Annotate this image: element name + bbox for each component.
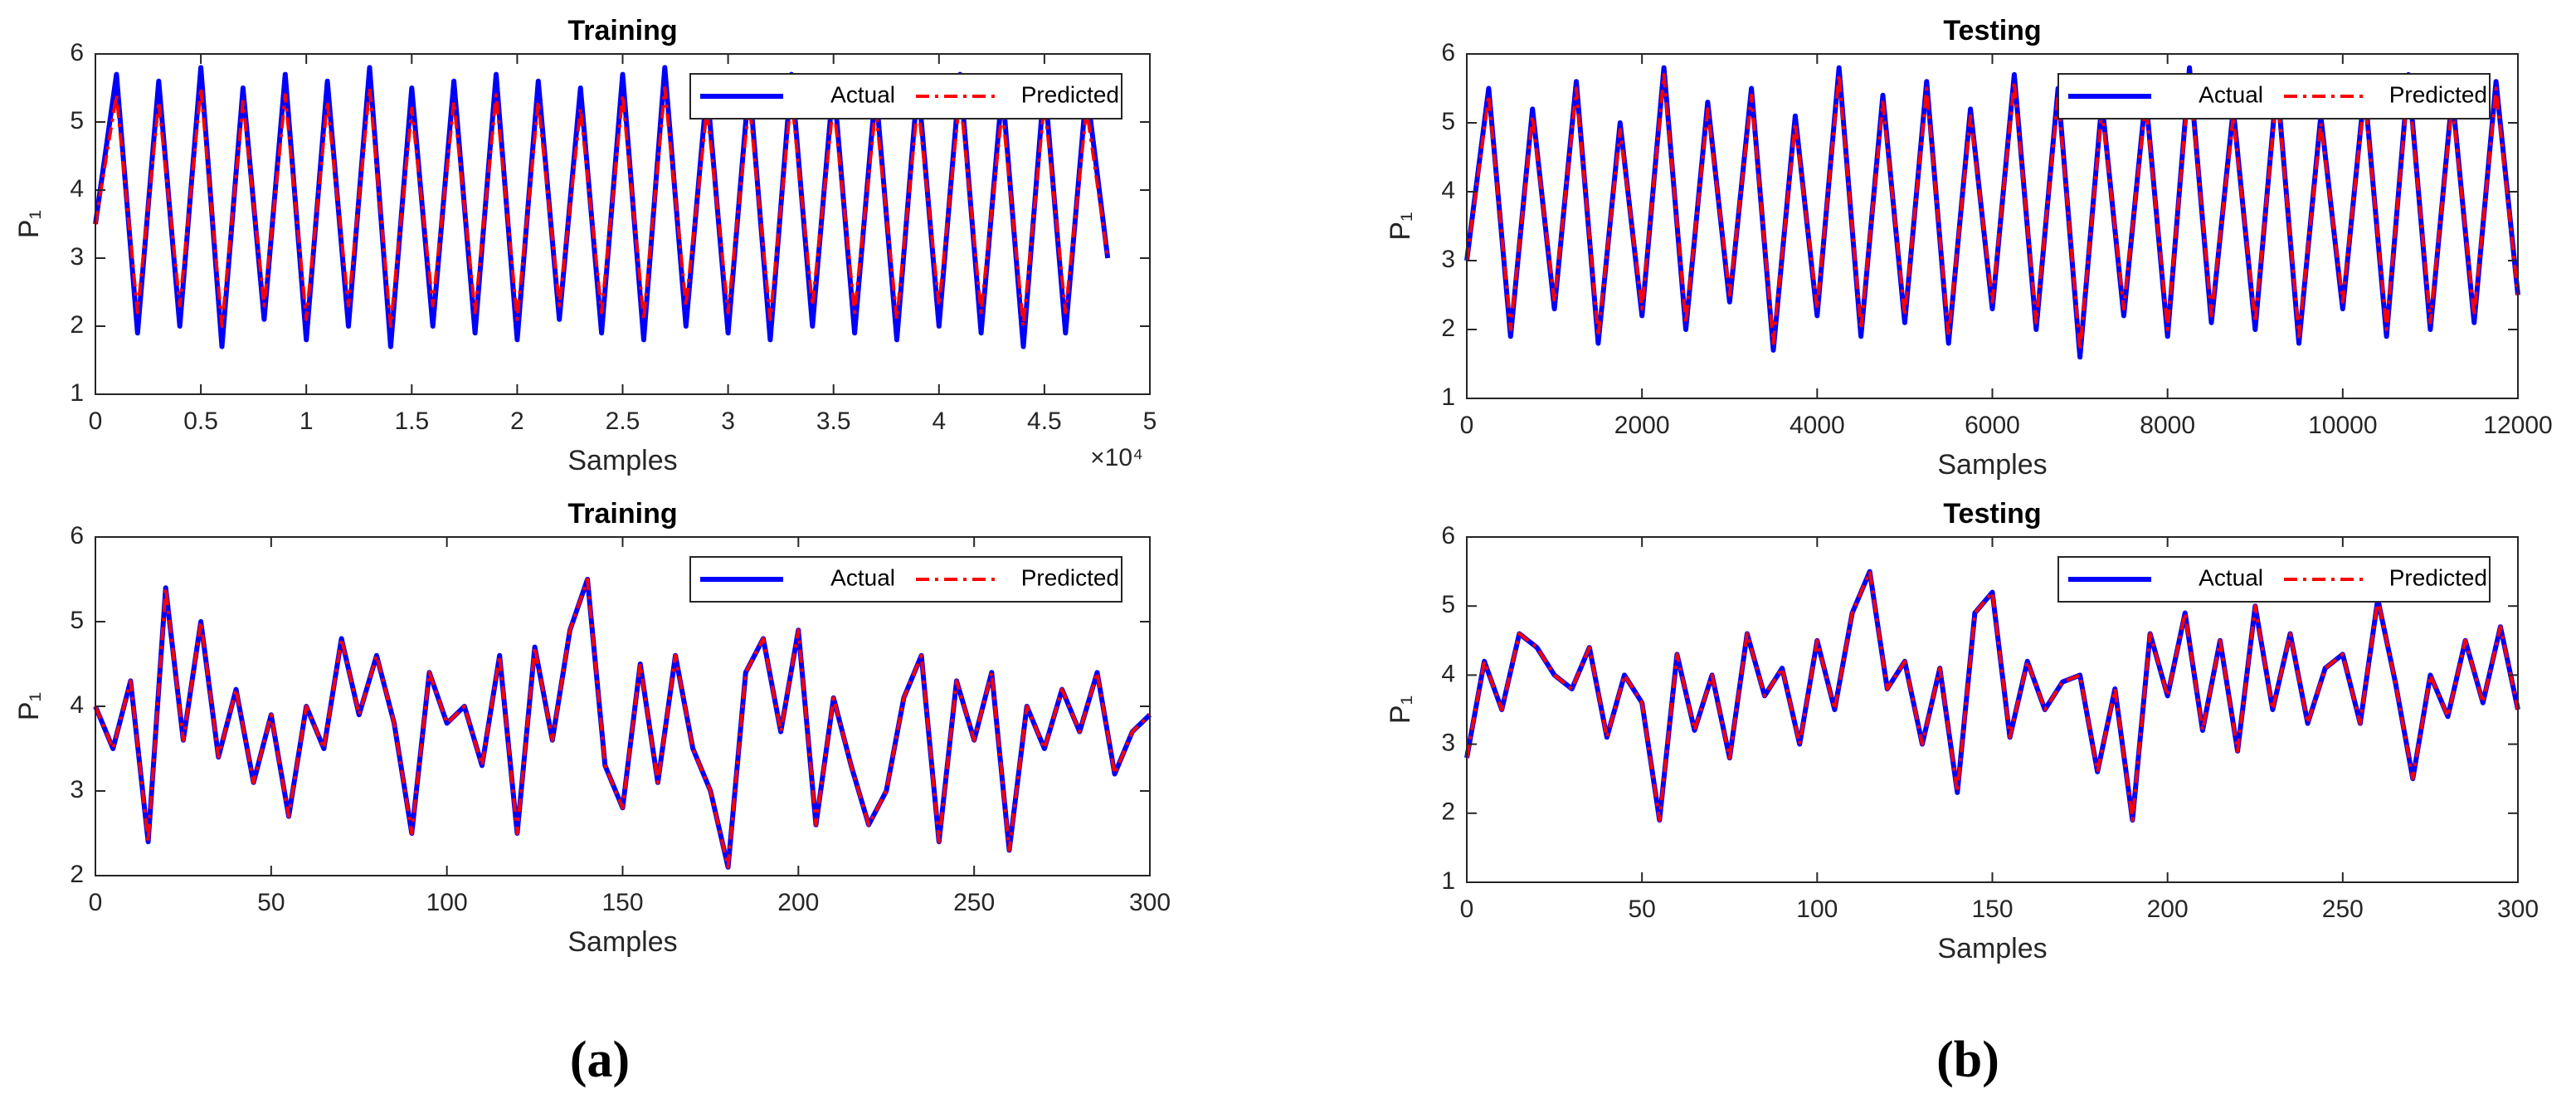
x-tick-label: 250 <box>953 889 995 916</box>
x-tick-label: 6000 <box>1965 412 2020 439</box>
y-tick-label: 6 <box>1441 522 1455 549</box>
x-tick-label: 4 <box>932 408 946 435</box>
x-tick-label: 200 <box>777 889 819 916</box>
legend-label: Actual <box>830 81 895 107</box>
y-tick-label: 2 <box>1441 315 1455 342</box>
chart-title: Testing <box>1943 498 2041 530</box>
x-tick-label: 1 <box>299 408 314 435</box>
y-tick-label: 3 <box>70 243 84 271</box>
x-tick-label: 3 <box>721 408 735 435</box>
x-tick-label: 0 <box>89 408 103 435</box>
x-tick-label: 100 <box>1796 896 1838 923</box>
x-tick-label: 5 <box>1143 408 1157 435</box>
x-axis-label: Samples <box>1937 933 2047 964</box>
x-axis-label: Samples <box>1937 449 2047 481</box>
x-tick-label: 0.5 <box>183 408 218 435</box>
x-tick-label: 0 <box>89 889 103 916</box>
x-tick-label: 4000 <box>1790 412 1845 439</box>
x-tick-label: 10000 <box>2308 412 2377 439</box>
series-line <box>93 65 1111 349</box>
y-tick-label: 5 <box>1441 591 1455 618</box>
y-tick-label: 2 <box>70 861 84 888</box>
legend-label: Actual <box>2199 81 2263 107</box>
x-tick-label: 50 <box>1628 896 1655 923</box>
x-tick-label: 1.5 <box>394 408 429 435</box>
y-tick-label: 6 <box>70 39 84 66</box>
x-tick-label: 150 <box>1971 896 2013 923</box>
y-tick-label: 1 <box>70 379 84 407</box>
legend-label: Actual <box>830 564 895 590</box>
y-axis-label: P₁ <box>13 692 45 720</box>
legend-label: Predicted <box>2389 81 2487 107</box>
series-line <box>94 578 1152 869</box>
y-tick-label: 2 <box>70 311 84 339</box>
x-tick-label: 100 <box>426 889 468 916</box>
y-axis-label: P₁ <box>13 210 45 238</box>
chart-title: Testing <box>1943 15 2041 46</box>
series-line <box>94 86 1110 328</box>
y-tick-label: 4 <box>70 691 84 719</box>
legend-label: Actual <box>2199 564 2263 590</box>
x-axis-label: Samples <box>567 926 677 958</box>
caption: (b) <box>1936 1032 1999 1088</box>
y-tick-label: 6 <box>1441 39 1455 66</box>
y-tick-label: 4 <box>70 175 84 203</box>
y-tick-label: 3 <box>70 776 84 803</box>
x-tick-label: 300 <box>1129 889 1171 916</box>
x-tick-label: 3.5 <box>816 408 851 435</box>
y-tick-label: 4 <box>1441 660 1455 687</box>
x-offset-label: ×10⁴ <box>1090 444 1143 471</box>
x-tick-label: 300 <box>2497 896 2539 923</box>
series-line <box>1465 72 2520 352</box>
y-tick-label: 5 <box>1441 108 1455 135</box>
x-tick-label: 150 <box>601 889 643 916</box>
chart-title: Training <box>567 15 677 46</box>
y-tick-label: 6 <box>70 522 84 549</box>
x-tick-label: 0 <box>1460 412 1474 439</box>
y-axis-label: P₁ <box>1385 696 1416 724</box>
legend-label: Predicted <box>1021 81 1119 107</box>
x-tick-label: 12000 <box>2483 412 2552 439</box>
y-axis-label: P₁ <box>1385 212 1416 240</box>
x-tick-label: 2000 <box>1614 412 1670 439</box>
y-tick-label: 1 <box>1441 867 1455 895</box>
x-tick-label: 4.5 <box>1027 408 1062 435</box>
y-tick-label: 5 <box>70 607 84 634</box>
x-tick-label: 50 <box>257 889 285 916</box>
legend-label: Predicted <box>1021 564 1119 590</box>
legend-label: Predicted <box>2389 564 2487 590</box>
x-tick-label: 200 <box>2147 896 2189 923</box>
y-tick-label: 1 <box>1441 383 1455 411</box>
x-axis-label: Samples <box>567 445 677 476</box>
y-tick-label: 4 <box>1441 177 1455 204</box>
x-tick-label: 250 <box>2322 896 2364 923</box>
y-tick-label: 3 <box>1441 246 1455 273</box>
series-line <box>1465 569 2520 823</box>
caption: (a) <box>570 1032 630 1088</box>
x-tick-label: 8000 <box>2140 412 2195 439</box>
x-tick-label: 0 <box>1460 896 1474 923</box>
chart-title: Training <box>567 498 677 530</box>
y-tick-label: 2 <box>1441 798 1455 826</box>
y-tick-label: 3 <box>1441 730 1455 757</box>
x-tick-label: 2 <box>510 408 524 435</box>
y-tick-label: 5 <box>70 107 84 134</box>
x-tick-label: 2.5 <box>606 408 640 435</box>
series-line <box>1464 65 2520 360</box>
